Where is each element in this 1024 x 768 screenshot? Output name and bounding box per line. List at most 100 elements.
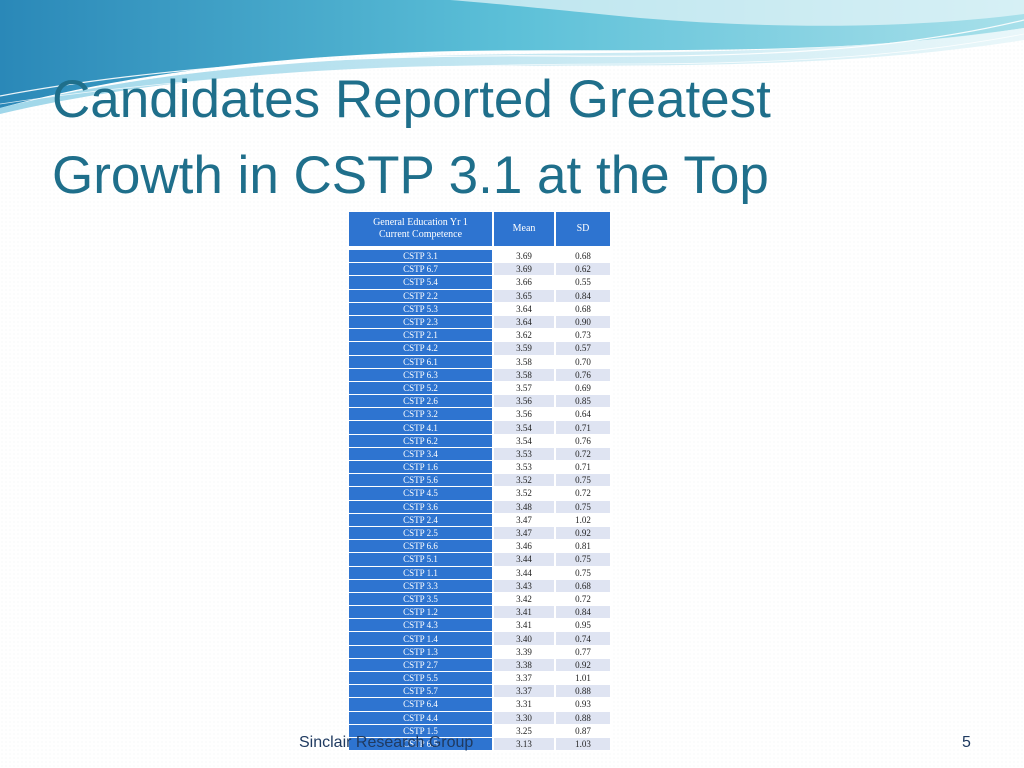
results-table-container: General Education Yr 1 Current Competenc… <box>349 212 612 752</box>
cell-mean: 3.64 <box>493 302 556 316</box>
cell-item: CSTP 6.4 <box>349 697 494 712</box>
cell-sd: 0.73 <box>555 328 612 343</box>
cell-mean: 3.54 <box>493 420 556 435</box>
cell-item: CSTP 2.5 <box>349 526 494 541</box>
cell-mean: 3.37 <box>493 684 556 699</box>
cell-mean: 3.41 <box>493 605 556 620</box>
table-row: CSTP 5.1 3.44 0.75 <box>349 552 612 567</box>
cell-item: CSTP 6.5 <box>349 737 494 752</box>
page-number: 5 <box>962 734 971 751</box>
cell-sd: 0.57 <box>555 341 612 356</box>
cell-item: CSTP 1.6 <box>349 460 494 475</box>
cell-sd: 0.75 <box>555 500 612 514</box>
cell-item: CSTP 3.1 <box>349 250 494 264</box>
cell-item: CSTP 5.7 <box>349 684 494 699</box>
cell-sd: 0.93 <box>555 697 612 712</box>
cell-item: CSTP 4.1 <box>349 420 494 435</box>
table-row: CSTP 2.2 3.65 0.84 <box>349 289 612 303</box>
cell-item: CSTP 4.3 <box>349 618 494 633</box>
table-row: CSTP 6.3 3.58 0.76 <box>349 368 612 382</box>
cell-mean: 3.39 <box>493 645 556 659</box>
table-row: CSTP 6.5 3.13 1.03 <box>349 737 612 752</box>
table-row: CSTP 1.2 3.41 0.84 <box>349 605 612 620</box>
cell-mean: 3.66 <box>493 275 556 290</box>
table-row: CSTP 4.1 3.54 0.71 <box>349 420 612 435</box>
cell-mean: 3.25 <box>493 724 556 738</box>
table-row: CSTP 4.5 3.52 0.72 <box>349 486 612 501</box>
cell-item: CSTP 4.5 <box>349 486 494 501</box>
cell-item: CSTP 2.3 <box>349 315 494 330</box>
table-row: CSTP 5.2 3.57 0.69 <box>349 381 612 396</box>
cell-mean: 3.52 <box>493 486 556 501</box>
cell-item: CSTP 5.6 <box>349 473 494 488</box>
cell-item: CSTP 5.1 <box>349 552 494 567</box>
cell-sd: 0.77 <box>555 645 612 659</box>
cell-mean: 3.47 <box>493 526 556 541</box>
cell-item: CSTP 2.1 <box>349 328 494 343</box>
table-row: CSTP 2.4 3.47 1.02 <box>349 513 612 527</box>
cell-mean: 3.53 <box>493 460 556 475</box>
cell-item: CSTP 6.1 <box>349 355 494 369</box>
table-row: CSTP 3.6 3.48 0.75 <box>349 500 612 514</box>
cell-item: CSTP 6.7 <box>349 262 494 277</box>
cell-sd: 0.68 <box>555 579 612 593</box>
cell-item: CSTP 5.4 <box>349 275 494 290</box>
cell-sd: 0.72 <box>555 447 612 462</box>
cell-sd: 0.84 <box>555 605 612 620</box>
cell-mean: 3.52 <box>493 473 556 488</box>
results-table: General Education Yr 1 Current Competenc… <box>349 212 612 752</box>
cell-mean: 3.46 <box>493 539 556 554</box>
cell-item: CSTP 1.3 <box>349 645 494 659</box>
table-row: CSTP 5.4 3.66 0.55 <box>349 275 612 290</box>
column-header-item-line-2: Current Competence <box>378 229 463 240</box>
cell-item: CSTP 2.7 <box>349 658 494 673</box>
cell-item: CSTP 3.4 <box>349 447 494 462</box>
cell-sd: 0.75 <box>555 552 612 567</box>
cell-item: CSTP 1.4 <box>349 631 494 646</box>
cell-item: CSTP 2.4 <box>349 513 494 527</box>
table-row: CSTP 3.2 3.56 0.64 <box>349 407 612 422</box>
cell-mean: 3.56 <box>493 407 556 422</box>
cell-sd: 0.85 <box>555 394 612 409</box>
slide-title: Candidates Reported Greatest Growth in C… <box>52 62 952 214</box>
table-body: CSTP 3.1 3.69 0.68 CSTP 6.7 3.69 0.62 CSTP 5.4… <box>349 246 612 752</box>
cell-sd: 0.84 <box>555 289 612 303</box>
column-header-sd: SD <box>555 212 612 246</box>
cell-item: CSTP 2.2 <box>349 289 494 303</box>
column-header-mean: Mean <box>493 212 556 246</box>
cell-item: CSTP 3.2 <box>349 407 494 422</box>
cell-sd: 0.71 <box>555 460 612 475</box>
cell-mean: 3.47 <box>493 513 556 527</box>
cell-mean: 3.65 <box>493 289 556 303</box>
cell-mean: 3.62 <box>493 328 556 343</box>
table-row: CSTP 1.1 3.44 0.75 <box>349 566 612 580</box>
cell-mean: 3.59 <box>493 341 556 356</box>
table-row: CSTP 3.3 3.43 0.68 <box>349 579 612 593</box>
cell-item: CSTP 6.3 <box>349 368 494 382</box>
table-row: CSTP 1.3 3.39 0.77 <box>349 645 612 659</box>
cell-sd: 0.69 <box>555 381 612 396</box>
cell-mean: 3.48 <box>493 500 556 514</box>
cell-mean: 3.57 <box>493 381 556 396</box>
cell-item: CSTP 1.1 <box>349 566 494 580</box>
table-row: CSTP 2.5 3.47 0.92 <box>349 526 612 541</box>
cell-mean: 3.53 <box>493 447 556 462</box>
cell-mean: 3.42 <box>493 592 556 607</box>
table-row: CSTP 3.4 3.53 0.72 <box>349 447 612 462</box>
table-row: CSTP 5.7 3.37 0.88 <box>349 684 612 699</box>
table-row: CSTP 2.7 3.38 0.92 <box>349 658 612 673</box>
cell-sd: 0.72 <box>555 486 612 501</box>
cell-item: CSTP 5.5 <box>349 671 494 686</box>
cell-mean: 3.43 <box>493 579 556 593</box>
cell-item: CSTP 2.6 <box>349 394 494 409</box>
cell-sd: 0.70 <box>555 355 612 369</box>
table-row: CSTP 5.3 3.64 0.68 <box>349 302 612 316</box>
cell-sd: 0.88 <box>555 711 612 725</box>
cell-mean: 3.58 <box>493 355 556 369</box>
table-row: CSTP 2.6 3.56 0.85 <box>349 394 612 409</box>
header-wave-decoration <box>0 0 1024 114</box>
cell-sd: 0.71 <box>555 420 612 435</box>
cell-item: CSTP 1.2 <box>349 605 494 620</box>
cell-item: CSTP 6.2 <box>349 434 494 448</box>
table-row: CSTP 3.1 3.69 0.68 <box>349 250 612 264</box>
